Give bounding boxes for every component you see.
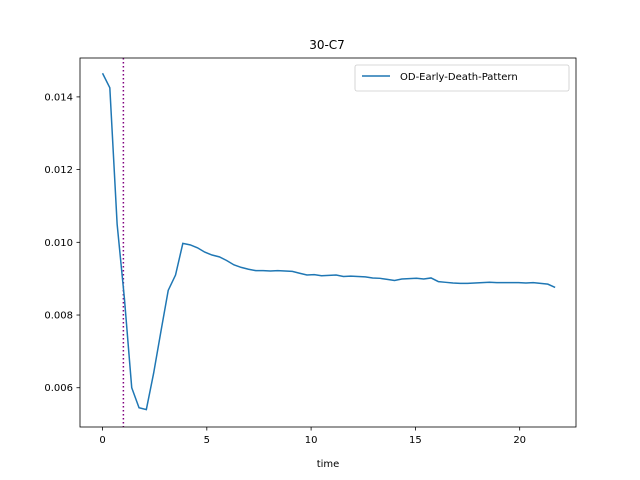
x-tick-label: 5 bbox=[204, 435, 210, 446]
legend-box bbox=[354, 64, 570, 92]
y-tick-label: 0.010 bbox=[44, 238, 73, 249]
x-tick-label: 15 bbox=[409, 435, 422, 446]
x-axis-label: time bbox=[317, 459, 340, 470]
y-tick-label: 0.012 bbox=[44, 165, 73, 176]
y-tick-label: 0.008 bbox=[44, 311, 73, 322]
legend-entry: OD-Early-Death-Pattern bbox=[400, 72, 518, 83]
x-tick-label: 10 bbox=[305, 435, 318, 446]
y-tick-label: 0.006 bbox=[44, 383, 73, 394]
x-axis: 0 5 10 15 20 bbox=[99, 427, 526, 446]
plot-area bbox=[101, 58, 556, 427]
series-line-od-early-death-pattern bbox=[101, 72, 556, 411]
y-tick-label: 0.014 bbox=[44, 92, 73, 103]
x-tick-label: 20 bbox=[513, 435, 526, 446]
chart-title: 30-C7 bbox=[309, 38, 345, 52]
legend: OD-Early-Death-Pattern bbox=[354, 64, 570, 92]
x-tick-label: 0 bbox=[99, 435, 105, 446]
y-axis: 0.006 0.008 0.010 0.012 0.014 bbox=[44, 92, 80, 394]
